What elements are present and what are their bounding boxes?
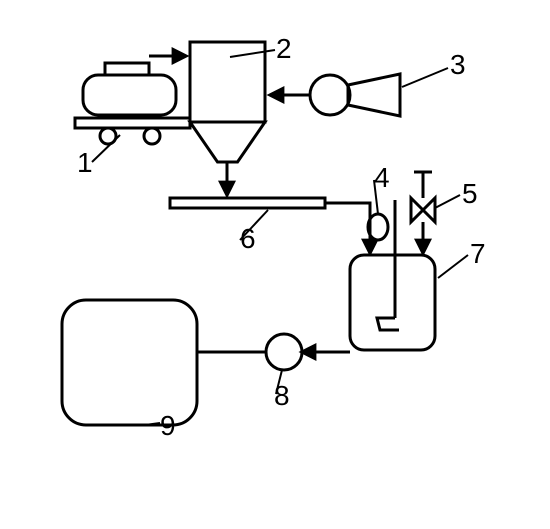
label-8: 8 [274,380,290,412]
label-9: 9 [160,410,176,442]
label-7: 7 [470,238,486,270]
label-2: 2 [276,33,292,65]
label-4: 4 [374,162,390,194]
label-5: 5 [462,178,478,210]
label-6: 6 [240,223,256,255]
label-1: 1 [77,147,93,179]
process-diagram [0,0,550,529]
label-3: 3 [450,49,466,81]
